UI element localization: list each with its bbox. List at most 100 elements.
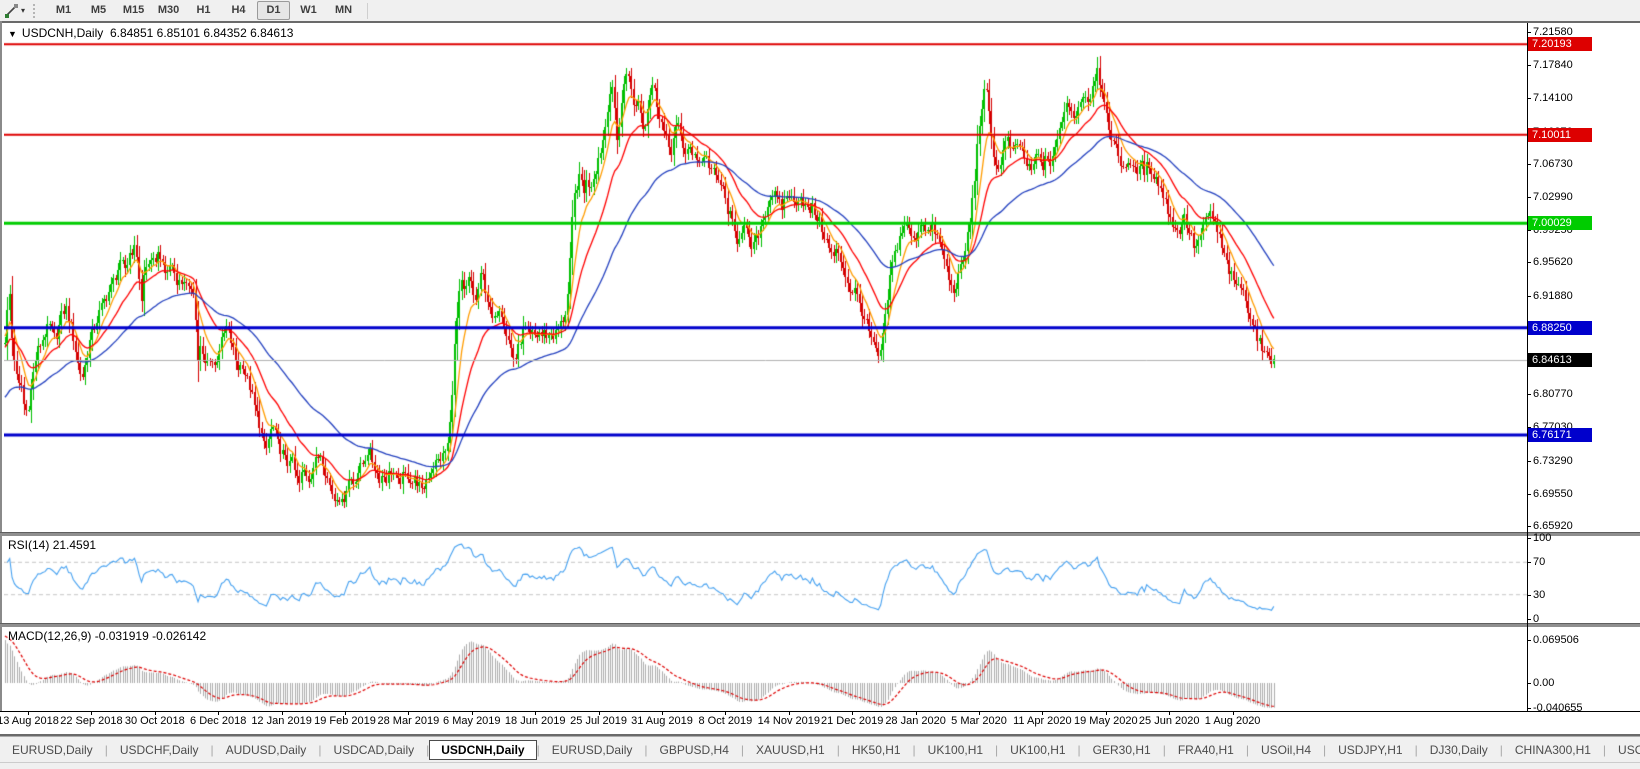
time-axis-tick: 11 Apr 2020 [1013,715,1072,727]
level-price-badge: 7.20193 [1528,37,1592,52]
macd-name: MACD(12,26,9) [8,629,92,643]
tab-divider: | [1499,743,1503,757]
time-axis-gutter[interactable]: 13 Aug 2018 22 Sep 2018 30 Oct 2018 6 Dec 2… [0,711,1640,734]
time-axis-tick-mark [915,711,917,715]
chart-tab-eurusd-daily[interactable]: EURUSD,Daily [12,743,93,757]
chart-tab-usoil-h1[interactable]: USOil,H1 [1618,743,1640,757]
tool-dropdown-caret-icon[interactable]: ▾ [21,6,26,15]
time-axis-tick: 14 Nov 2019 [757,715,820,727]
time-axis-tick: 6 May 2019 [443,715,501,727]
price-chart-canvas[interactable] [4,23,1527,532]
axis-tick-mark [1527,538,1531,539]
pane-separator[interactable] [0,532,1640,536]
timeframe-button-h1[interactable]: H1 [196,4,211,16]
axis-tick-mark [1527,460,1531,462]
time-axis-tick-mark [535,711,537,715]
rsi-axis-tick: 100 [1533,532,1552,544]
time-axis-tick: 25 Jun 2020 [1138,715,1200,727]
time-axis-tick-mark [1169,711,1171,715]
time-axis-tick-mark [91,711,93,715]
time-axis-tick-mark [662,711,663,715]
time-axis-tick: 30 Oct 2018 [124,715,185,727]
price-axis-tick: 7.02990 [1533,191,1573,203]
time-axis-tick: 28 Jan 2020 [885,715,946,727]
axis-tick-mark [1527,197,1531,198]
axis-tick-mark [1527,619,1531,620]
chart-tab-usoil-h4[interactable]: USOil,H4 [1260,743,1311,757]
axis-tick-mark [1527,163,1531,165]
time-axis-tick: 25 Jul 2019 [570,715,628,727]
timeframe-button-mn[interactable]: MN [334,4,353,16]
chart-tab-uk100-h1[interactable]: UK100,H1 [927,743,984,757]
chart-tab-uk100-h1[interactable]: UK100,H1 [1010,743,1066,757]
tab-divider: | [318,743,322,757]
chart-tab-fra40-h1[interactable]: FRA40,H1 [1177,743,1234,757]
top-toolbar: ▾ M1 M5 M15 M30 H1 H4 D1 W1 MN [0,0,1640,22]
symbol-title: USDCNH,Daily [21,26,104,40]
price-axis-gutter[interactable]: 7.215807.178407.141007.103707.067307.029… [1527,22,1640,714]
toolbar-grip-handle[interactable] [33,3,38,18]
chart-tab-xauusd-h1[interactable]: XAUUSD,H1 [756,743,825,757]
time-axis-tick-mark [218,711,220,715]
chart-tab-usdcnh-daily[interactable]: USDCNH,Daily [429,740,537,760]
time-axis-tick: 19 May 2020 [1073,715,1138,727]
timeframe-button-m15[interactable]: M15 [122,4,145,16]
price-axis-tick: 7.14100 [1533,92,1573,105]
level-price-badge: 6.76171 [1528,428,1592,443]
chart-tab-ger30-h1[interactable]: GER30,H1 [1092,743,1151,757]
chart-title: ▼ USDCNH,Daily 6.84851 6.85101 6.84352 6.… [8,26,293,40]
tab-divider: | [426,743,430,757]
crosshair-tool-icon[interactable] [2,3,20,19]
current-price-badge: 6.84613 [1528,353,1592,368]
axis-tick-mark [1527,640,1531,641]
time-axis-tick: 5 Mar 2020 [951,715,1007,727]
timeframe-button-m1[interactable]: M1 [55,4,72,16]
time-axis-tick: 12 Jan 2019 [251,715,312,727]
time-axis-tick-mark [979,711,980,715]
chart-tab-usdchf-daily[interactable]: USDCHF,Daily [119,743,199,757]
timeframe-button-m5[interactable]: M5 [90,4,107,16]
axis-tick-mark [1527,262,1531,264]
time-axis-tick: 21 Dec 2019 [820,715,884,727]
time-axis-tick-mark [725,711,727,715]
price-axis-tick: 6.91880 [1533,289,1573,302]
rsi-indicator-label: RSI(14) 21.4591 [8,538,96,552]
chart-window-bottom-border [0,734,1640,736]
time-axis-tick-mark [598,711,600,715]
chart-tab-eurusd-daily[interactable]: EURUSD,Daily [551,743,633,757]
axis-tick-mark [1527,230,1531,232]
rsi-indicator-canvas[interactable] [4,535,1527,623]
tab-divider: | [836,743,840,757]
time-axis-tick-mark [1042,711,1044,715]
symbol-dropdown-icon[interactable]: ▼ [8,29,17,39]
time-axis-tick-mark [28,711,29,715]
chart-tab-audusd-daily[interactable]: AUDUSD,Daily [225,743,307,757]
time-axis-tick: 18 Jun 2019 [504,715,566,727]
time-axis-tick-mark [471,711,473,715]
macd-indicator-canvas[interactable] [4,626,1527,711]
chart-tab-gbpusd-h4[interactable]: GBPUSD,H4 [659,743,729,757]
time-axis-tick-mark [1105,711,1107,715]
chart-tab-usdcad-daily[interactable]: USDCAD,Daily [333,743,415,757]
timeframe-button-h4[interactable]: H4 [231,4,246,16]
axis-tick-mark [1527,32,1531,33]
status-bar [0,762,1640,769]
timeframe-button-d1[interactable]: D1 [257,1,291,20]
timeframe-button-group: M1 M5 M15 M30 H1 H4 D1 W1 MN [46,1,361,20]
tab-divider: | [104,743,108,757]
chart-window-top-border [0,21,1640,23]
timeframe-button-w1[interactable]: W1 [300,4,317,16]
chart-tab-china300-h1[interactable]: CHINA300,H1 [1514,743,1591,757]
tab-divider: | [210,743,214,757]
time-axis-tick: 13 Aug 2018 [0,715,59,727]
tab-divider: | [1323,743,1327,757]
chart-window-left-border [0,21,2,736]
chart-tab-usdjpy-h1[interactable]: USDJPY,H1 [1338,743,1403,757]
time-axis-tick: 31 Aug 2019 [631,715,693,727]
chart-tab-hk50-h1[interactable]: HK50,H1 [851,743,901,757]
timeframe-button-m30[interactable]: M30 [157,4,180,16]
pane-separator[interactable] [0,623,1640,627]
tab-divider: | [740,743,745,757]
time-axis-tick-mark [154,711,156,715]
chart-tab-dj30-daily[interactable]: DJ30,Daily [1429,743,1488,757]
